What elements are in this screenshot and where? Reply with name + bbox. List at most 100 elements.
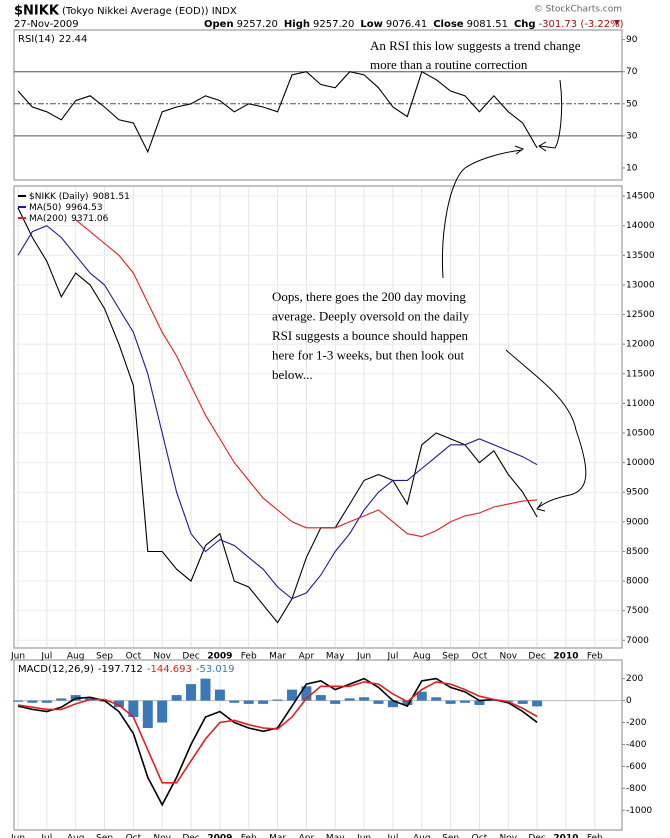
y-tick-label: -400 xyxy=(626,740,647,750)
histogram-bar xyxy=(373,700,384,704)
histogram-bar xyxy=(27,700,38,703)
x-tick-label: 2009 xyxy=(207,834,232,838)
source: © StockCharts.com xyxy=(534,5,622,15)
legend: $NIKK (Daily) 9081.51 xyxy=(29,192,130,202)
annotation: RSI suggests a bounce should happen xyxy=(272,328,469,343)
x-tick-label: Sep xyxy=(96,834,113,838)
histogram-bar xyxy=(128,700,139,718)
x-tick-label: Oct xyxy=(126,834,142,838)
histogram-bar xyxy=(315,695,326,701)
y-tick-label: 8000 xyxy=(626,577,649,587)
histogram-bar xyxy=(258,700,269,704)
x-tick-label: Aug xyxy=(413,652,431,662)
y-tick-label: 90 xyxy=(626,35,638,45)
quote-value: -301.73 (-3.22%) xyxy=(539,19,624,30)
x-tick-label: Sep xyxy=(442,652,459,662)
x-tick-label: Mar xyxy=(269,652,286,662)
histogram-bar xyxy=(532,700,543,707)
legend-value: -53.019 xyxy=(196,664,235,675)
x-tick-label: Dec xyxy=(528,652,545,662)
y-tick-label: 0 xyxy=(626,696,632,706)
quote-value: 9257.20 xyxy=(237,19,278,30)
series-line xyxy=(17,677,538,807)
x-tick-label: Dec xyxy=(182,834,199,838)
y-tick-label: 9000 xyxy=(626,517,649,527)
x-tick-label: Jun xyxy=(356,834,371,838)
y-tick-label: -800 xyxy=(626,784,647,794)
x-tick-label: Apr xyxy=(299,652,315,662)
description: (Tokyo Nikkei Average (EOD)) INDX xyxy=(62,6,237,17)
x-tick-label: Sep xyxy=(96,652,113,662)
x-tick-label: Jun xyxy=(10,652,25,662)
x-tick-label: Nov xyxy=(153,834,171,838)
y-tick-label: 30 xyxy=(626,131,638,141)
legend-value: -144.693 xyxy=(147,664,192,675)
histogram-bar xyxy=(229,700,240,703)
x-tick-label: Aug xyxy=(67,834,85,838)
date: 27-Nov-2009 xyxy=(14,19,79,30)
legend-value: -197.712 xyxy=(98,664,143,675)
x-tick-label: May xyxy=(326,652,345,662)
y-tick-label: 7000 xyxy=(626,636,649,646)
x-tick-label: Oct xyxy=(472,834,488,838)
histogram-bar xyxy=(359,697,370,701)
annotation: Oops, there goes the 200 day moving xyxy=(272,289,466,304)
x-tick-label: Aug xyxy=(413,834,431,838)
x-tick-label: 2010 xyxy=(553,834,578,838)
y-tick-label: 12500 xyxy=(626,310,655,320)
price-panel xyxy=(13,185,623,649)
series-line xyxy=(17,70,538,154)
down-arrow xyxy=(614,20,620,25)
annotation: An RSI this low suggests a trend change xyxy=(370,38,581,53)
x-tick-label: Jul xyxy=(40,834,52,838)
histogram-bar xyxy=(344,698,355,701)
legend-value: 9964.53 xyxy=(65,203,102,213)
legend-value: 9371.06 xyxy=(71,214,108,224)
hand-arrow xyxy=(505,349,587,509)
quote-value: 9076.41 xyxy=(386,19,427,30)
x-tick-label: Feb xyxy=(587,652,603,662)
hand-arrow xyxy=(539,79,563,149)
x-tick-label: Nov xyxy=(499,652,517,662)
y-tick-label: 14000 xyxy=(626,221,655,231)
series-line xyxy=(17,225,538,600)
x-tick-label: Feb xyxy=(241,652,257,662)
histogram-bar xyxy=(301,686,312,701)
histogram-bar xyxy=(330,700,341,704)
y-tick-label: -1000 xyxy=(626,806,652,816)
legend-name: $NIKK (Daily) xyxy=(29,192,89,202)
y-tick-label: 8500 xyxy=(626,547,649,557)
histogram-bar xyxy=(214,689,225,701)
series-line xyxy=(75,219,538,538)
y-tick-label: 12000 xyxy=(626,340,655,350)
y-tick-label: 10500 xyxy=(626,428,655,438)
histogram-bar xyxy=(186,684,197,701)
y-tick-label: -200 xyxy=(626,718,647,728)
histogram-bar xyxy=(243,700,254,704)
y-tick-label: 70 xyxy=(626,67,638,77)
x-tick-label: Feb xyxy=(241,834,257,838)
x-tick-label: May xyxy=(326,834,345,838)
histogram-bar xyxy=(41,700,52,703)
legend: MA(200) 9371.06 xyxy=(29,214,109,224)
hand-arrow xyxy=(441,149,523,279)
y-tick-label: 10000 xyxy=(626,458,655,468)
histogram-bar xyxy=(517,700,528,704)
annotation: average. Deeply oversold on the daily xyxy=(272,308,470,323)
x-tick-label: Jun xyxy=(10,834,25,838)
y-tick-label: 11500 xyxy=(626,369,655,379)
y-tick-label: 14500 xyxy=(626,192,655,202)
x-tick-label: Oct xyxy=(472,652,488,662)
histogram-bar xyxy=(488,700,499,702)
histogram-bar xyxy=(200,678,211,701)
quote-label: High xyxy=(284,19,310,30)
x-tick-label: Jul xyxy=(386,652,398,662)
y-tick-label: 13500 xyxy=(626,251,655,261)
histogram-bar xyxy=(13,700,23,702)
y-tick-label: 13000 xyxy=(626,280,655,290)
x-tick-label: 2009 xyxy=(207,652,232,662)
histogram-bar xyxy=(474,700,485,705)
quote-value: 9257.20 xyxy=(313,19,354,30)
quote-label: Close xyxy=(433,19,464,30)
